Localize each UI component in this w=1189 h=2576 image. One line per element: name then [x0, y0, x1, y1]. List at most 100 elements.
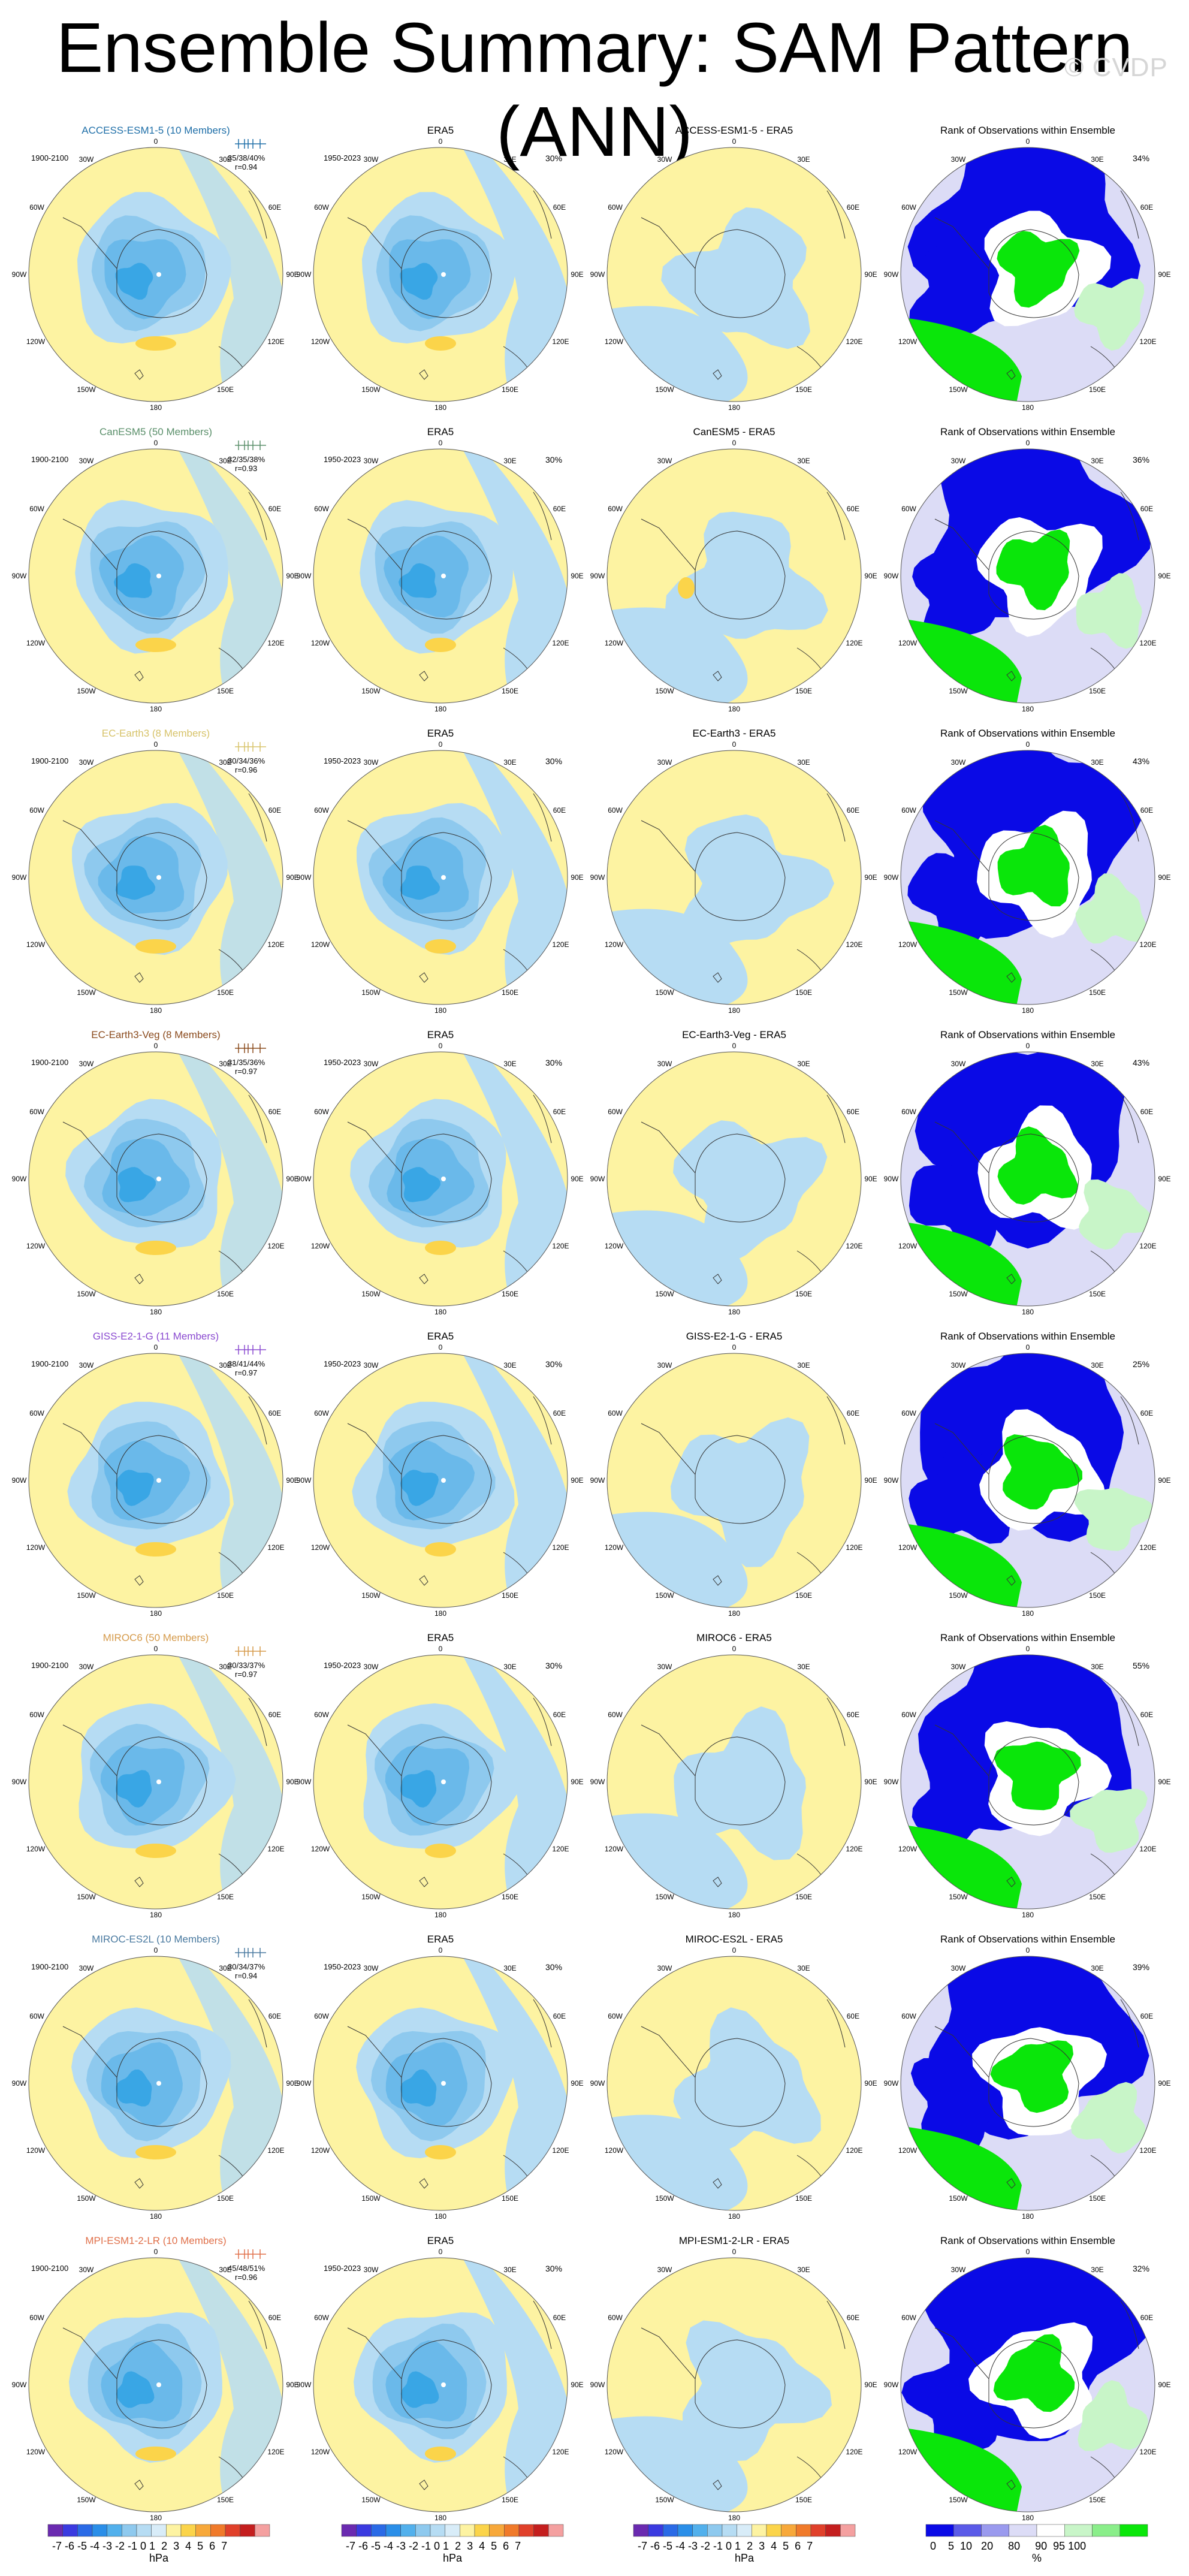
map-coord-label-lr2: 150E	[795, 2194, 813, 2203]
map-coord-label-ul1: 30W	[950, 155, 966, 164]
map-coord-label-ul1: 30W	[363, 758, 379, 767]
africa-coastline	[826, 491, 846, 541]
map-coord-label-right: 90E	[1158, 873, 1171, 882]
difference-panel-title: CanESM5 - ERA5	[693, 426, 775, 438]
map-coord-label-top: 0	[438, 1946, 443, 1954]
map-coord-label-right: 90E	[286, 2079, 299, 2088]
rank-map	[900, 1654, 1155, 1910]
map-boundary-circle	[900, 448, 1155, 704]
africa-coastline	[826, 190, 846, 239]
colorbar-swatch	[504, 2524, 520, 2537]
map-coord-label-left: 90W	[883, 873, 899, 882]
map-coord-label-lr2: 150E	[1088, 1893, 1106, 1902]
map-coord-label-ur1: 30E	[503, 456, 517, 465]
map-coord-label-ll2: 150W	[655, 988, 674, 997]
new-zealand-coastline	[713, 2178, 722, 2189]
map-coord-label-lr2: 150E	[501, 988, 519, 997]
difference-panel-title: EC-Earth3 - ERA5	[692, 728, 776, 739]
rank-map	[900, 1353, 1155, 1608]
map-coord-label-lr2: 150E	[216, 687, 234, 696]
model-map	[28, 1353, 283, 1608]
map-coord-label-ll1: 120W	[26, 639, 46, 647]
new-zealand-coastline	[713, 671, 722, 681]
map-coord-label-ll2: 150W	[361, 2496, 381, 2505]
map-coord-label-ll1: 120W	[604, 337, 624, 346]
colorbar-swatch	[548, 2524, 564, 2537]
rank-percent-label: 39%	[1133, 1962, 1150, 1972]
map-coord-label-ul2: 60W	[901, 1108, 916, 1116]
colorbar-swatch	[925, 2524, 954, 2537]
map-coord-label-lr1: 120E	[1139, 2448, 1157, 2456]
map-coord-label-bottom: 180	[434, 2514, 447, 2522]
map-coord-label-ll2: 150W	[949, 385, 968, 394]
spread-whisker-icon	[235, 1043, 266, 1053]
negative-anomaly-band	[458, 1353, 568, 1607]
africa-coastline	[248, 2300, 267, 2349]
africa-coastline	[1120, 491, 1139, 541]
negative-anomaly-band	[458, 1052, 568, 1306]
map-coord-label-lr1: 120E	[846, 940, 863, 949]
colorbar-swatch	[796, 2524, 811, 2537]
map-coord-label-bottom: 180	[1021, 2212, 1034, 2221]
map-coord-label-left: 90W	[11, 270, 27, 279]
map-coord-label-right: 90E	[286, 2381, 299, 2389]
model-correlation-label: r=0.97	[235, 1067, 258, 1076]
map-boundary-circle	[606, 448, 862, 704]
obs-percent-label: 30%	[545, 1058, 563, 1067]
negative-anomaly-band	[174, 449, 283, 703]
map-coord-label-bottom: 180	[149, 2212, 162, 2221]
south-pole-marker	[156, 2382, 161, 2387]
map-coord-label-top: 0	[732, 1042, 737, 1050]
obs-period-label: 1950-2023	[324, 153, 361, 162]
map-boundary-circle	[313, 750, 568, 1005]
map-coord-label-ul1: 30W	[657, 1662, 672, 1671]
diff-map	[606, 1051, 862, 1307]
map-coord-label-ll1: 120W	[898, 1845, 918, 1853]
map-coord-label-left: 90W	[296, 1778, 312, 1786]
new-zealand-coastline	[134, 2480, 144, 2490]
contour-level-4	[400, 1470, 439, 1506]
map-coord-label-ll2: 150W	[655, 385, 674, 394]
positive-anomaly-patch	[135, 2145, 176, 2159]
africa-coastline	[533, 1697, 552, 1747]
obs-percent-label: 30%	[545, 455, 563, 464]
spread-whisker-icon	[235, 1646, 266, 1656]
map-coord-label-lr2: 150E	[795, 687, 813, 696]
spread-whisker-icon	[235, 1345, 266, 1355]
new-zealand-coastline	[1006, 2480, 1016, 2490]
obs-map	[313, 147, 568, 402]
model-correlation-label: r=0.94	[235, 1971, 258, 1980]
africa-coastline	[533, 2300, 552, 2349]
map-coord-label-ul2: 60W	[29, 1711, 44, 1719]
new-zealand-coastline	[134, 2178, 144, 2189]
colorbar-unit-label: hPa	[442, 2552, 463, 2564]
map-coord-label-bottom: 180	[1021, 1006, 1034, 1015]
map-coord-label-ul2: 60W	[608, 1108, 623, 1116]
colorbar-swatch	[981, 2524, 1009, 2537]
map-coord-label-ul1: 30W	[657, 2265, 672, 2274]
map-coord-label-right: 90E	[571, 572, 584, 580]
spread-whisker-icon	[235, 441, 266, 450]
map-coord-label-bottom: 180	[434, 1911, 447, 1919]
colorbar-swatch	[385, 2524, 401, 2537]
obs-map	[313, 750, 568, 1005]
map-coord-label-ll1: 120W	[310, 940, 330, 949]
model-stats-label: 35/38/40%	[228, 153, 265, 162]
africa-coastline	[248, 1396, 267, 1445]
map-coord-label-lr1: 120E	[267, 337, 285, 346]
map-coord-label-ul2: 60W	[314, 2012, 329, 2020]
model-correlation-label: r=0.96	[235, 2273, 258, 2282]
diff-map	[606, 1353, 862, 1608]
map-coord-label-lr1: 120E	[846, 639, 863, 647]
obs-period-label: 1950-2023	[324, 1962, 361, 1971]
south-america-coastline	[934, 217, 989, 269]
obs-map	[313, 1051, 568, 1307]
map-coord-label-left: 90W	[883, 1175, 899, 1183]
map-coord-label-right: 90E	[571, 270, 584, 279]
new-zealand-coastline	[713, 369, 722, 380]
rank-map	[900, 2257, 1155, 2512]
obs-map	[313, 1353, 568, 1608]
map-coord-label-ul2: 60W	[29, 505, 44, 513]
map-coord-label-ur1: 30E	[1091, 1059, 1104, 1068]
model-panel-title: MIROC6 (50 Members)	[102, 1632, 209, 1643]
